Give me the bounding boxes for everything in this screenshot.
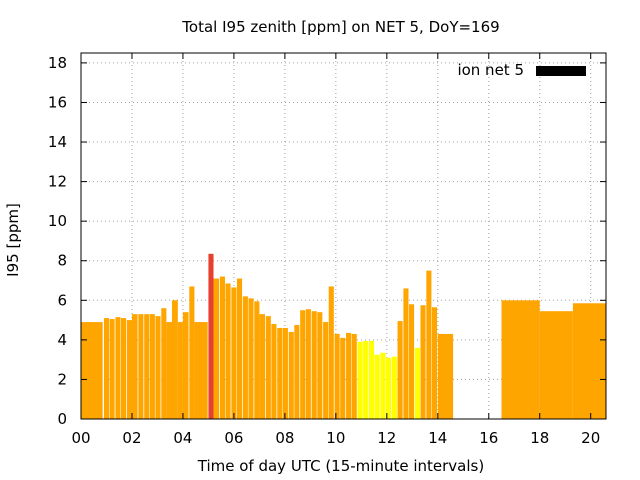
bar-51 (397, 321, 403, 419)
bar-22 (231, 287, 237, 419)
plot-frame (80, 52, 607, 420)
bar-8 (144, 314, 150, 419)
legend-label-ion-net-5: ion net 5 (457, 61, 524, 79)
bar-49 (386, 357, 392, 419)
x-tick-label-1: 02 (122, 429, 141, 447)
x-tick-label-6: 12 (377, 429, 396, 447)
y-tick-label-4: 8 (57, 252, 67, 270)
bar-12 (166, 322, 172, 419)
bar-58 (437, 333, 454, 419)
bar-26 (254, 301, 260, 419)
bar-28 (265, 316, 271, 419)
bar-1 (103, 318, 110, 419)
bar-42 (346, 332, 352, 419)
bar-41 (340, 337, 346, 419)
x-tick-label-10: 20 (581, 429, 600, 447)
bar-55 (420, 305, 426, 419)
bar-39 (328, 286, 334, 419)
bar-layer (81, 253, 606, 419)
bar-54 (414, 347, 420, 419)
chart-title: Total I95 zenith [ppm] on NET 5, DoY=169 (181, 18, 499, 36)
bar-7 (138, 314, 144, 419)
bar-5 (126, 320, 132, 419)
bar-38 (323, 322, 329, 419)
bar-21 (225, 283, 231, 419)
bar-57 (431, 307, 438, 419)
y-tick-label-5: 10 (48, 212, 67, 230)
bar-20 (219, 276, 225, 419)
bar-19 (213, 278, 220, 419)
bar-34 (300, 310, 306, 419)
bar-17 (194, 322, 208, 419)
bar-44 (357, 341, 363, 419)
bar-3 (115, 317, 121, 419)
y-tick-label-1: 2 (57, 370, 67, 388)
bar-52 (403, 288, 409, 419)
x-tick-label-8: 16 (479, 429, 498, 447)
bar-31 (282, 327, 288, 419)
legend: ion net 5 (457, 61, 586, 79)
bar-43 (351, 333, 357, 419)
bar-60 (539, 311, 573, 419)
bar-10 (155, 316, 161, 419)
bar-32 (288, 331, 294, 419)
bar-53 (408, 304, 415, 419)
bar-35 (305, 309, 311, 419)
x-axis-label: Time of day UTC (15-minute intervals) (197, 457, 484, 475)
x-tick-label-7: 14 (428, 429, 447, 447)
bar-48 (380, 352, 386, 419)
x-tick-label-4: 08 (275, 429, 294, 447)
bar-15 (182, 312, 189, 419)
bar-37 (317, 312, 323, 419)
x-tick-label-3: 06 (224, 429, 243, 447)
bar-0 (81, 322, 103, 419)
bar-50 (391, 356, 398, 419)
y-tick-label-0: 0 (57, 410, 67, 428)
x-tick-label-9: 18 (530, 429, 549, 447)
bar-2 (109, 319, 115, 419)
y-tick-label-9: 18 (48, 54, 67, 72)
bar-30 (277, 327, 283, 419)
bar-16 (189, 286, 195, 419)
bar-36 (311, 311, 317, 419)
bar-47 (374, 354, 380, 419)
bar-33 (294, 325, 300, 419)
bar-18 (208, 253, 214, 419)
legend-swatch-ion-net-5 (536, 66, 586, 76)
bar-14 (177, 322, 183, 419)
bar-56 (426, 270, 432, 419)
x-tick-label-2: 04 (173, 429, 192, 447)
x-tick-label-5: 10 (326, 429, 345, 447)
bar-25 (248, 298, 254, 419)
bar-24 (242, 296, 248, 419)
bar-13 (171, 300, 178, 419)
bar-4 (121, 318, 127, 419)
bar-29 (271, 324, 277, 419)
bar-11 (161, 308, 167, 419)
bar-40 (334, 333, 340, 419)
y-tick-label-3: 6 (57, 291, 67, 309)
bar-61 (572, 303, 606, 419)
bar-6 (131, 314, 138, 419)
bar-23 (236, 278, 243, 419)
y-tick-label-7: 14 (48, 133, 67, 151)
bar-45 (363, 340, 369, 419)
y-axis-label: I95 [ppm] (4, 203, 22, 277)
y-tick-label-2: 4 (57, 331, 67, 349)
x-tick-label-0: 00 (71, 429, 90, 447)
y-tick-label-8: 16 (48, 93, 67, 111)
y-tick-label-6: 12 (48, 173, 67, 191)
bar-59 (501, 300, 540, 419)
bar-46 (368, 340, 375, 419)
bar-9 (149, 314, 155, 419)
bar-27 (259, 314, 266, 419)
